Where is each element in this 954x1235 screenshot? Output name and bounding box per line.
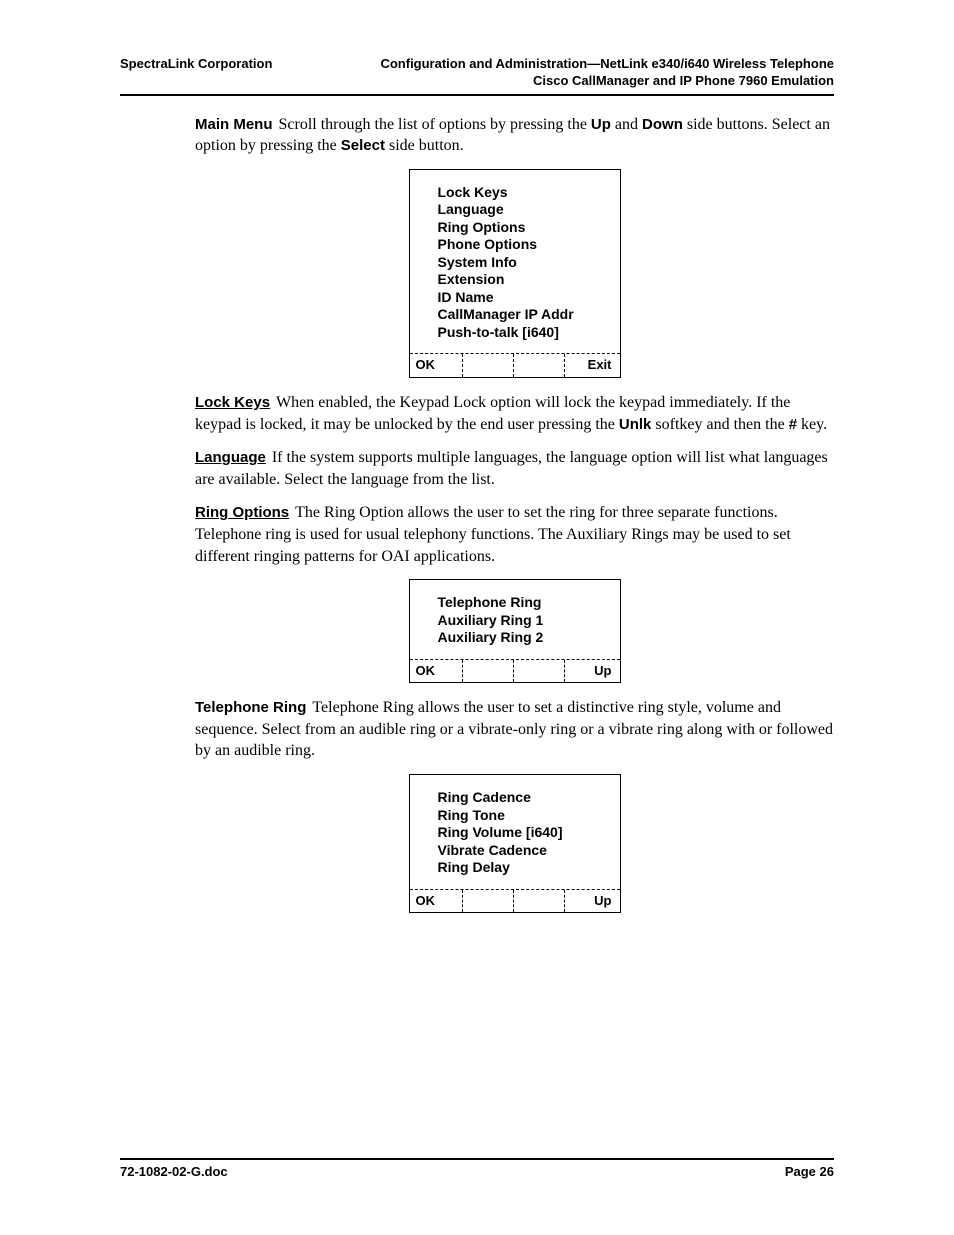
lock-keys-paragraph: Lock KeysWhen enabled, the Keypad Lock o… — [195, 392, 834, 435]
telephone-ring-paragraph: Telephone RingTelephone Ring allows the … — [195, 697, 834, 762]
softkey: OK — [410, 354, 462, 377]
softkey: OK — [410, 890, 462, 913]
header-right: Configuration and Administration—NetLink… — [380, 56, 834, 90]
and-word: and — [611, 116, 642, 133]
language-text: If the system supports multiple language… — [195, 449, 828, 488]
footer-doc: 72-1082-02-G.doc — [120, 1164, 228, 1179]
softkey: Exit — [564, 354, 619, 377]
menu-item: Auxiliary Ring 2 — [438, 629, 610, 647]
lock-keys-text-b: softkey and then the — [651, 416, 788, 433]
softkey: OK — [410, 660, 462, 683]
header-right-line2: Cisco CallManager and IP Phone 7960 Emul… — [380, 73, 834, 90]
menu-item: CallManager IP Addr — [438, 306, 610, 324]
telephone-ring-heading: Telephone Ring — [195, 699, 306, 716]
select-label: Select — [341, 137, 385, 154]
menu-item: Ring Options — [438, 219, 610, 237]
page-footer: 72-1082-02-G.doc Page 26 — [120, 1158, 834, 1179]
softkey — [462, 660, 513, 683]
header-left: SpectraLink Corporation — [120, 56, 272, 90]
menu-item: Ring Volume [i640] — [438, 824, 610, 842]
softkey — [462, 354, 513, 377]
up-label: Up — [591, 116, 611, 133]
softkey: Up — [564, 660, 619, 683]
menu-item: Auxiliary Ring 1 — [438, 612, 610, 630]
lock-keys-text-c: key. — [797, 416, 827, 433]
telephone-ring-menu-box: Ring Cadence Ring Tone Ring Volume [i640… — [409, 774, 621, 913]
menu-item: Lock Keys — [438, 184, 610, 202]
main-menu-items: Lock Keys Language Ring Options Phone Op… — [410, 170, 620, 354]
main-menu-softkeys: OK Exit — [410, 353, 620, 377]
ring-options-heading: Ring Options — [195, 504, 289, 521]
main-menu-paragraph: Main Menu Scroll through the list of opti… — [195, 114, 834, 157]
menu-item: Vibrate Cadence — [438, 842, 610, 860]
ring-options-items: Telephone Ring Auxiliary Ring 1 Auxiliar… — [410, 580, 620, 659]
menu-item: Push-to-talk [i640] — [438, 324, 610, 342]
down-label: Down — [642, 116, 683, 133]
menu-item: System Info — [438, 254, 610, 272]
telephone-ring-softkeys: OK Up — [410, 889, 620, 913]
hash-label: # — [789, 416, 797, 433]
menu-item: Extension — [438, 271, 610, 289]
menu-item: Ring Delay — [438, 859, 610, 877]
header-rule — [120, 94, 834, 96]
menu-item: Telephone Ring — [438, 594, 610, 612]
page-header: SpectraLink Corporation Configuration an… — [120, 56, 834, 90]
lock-keys-heading: Lock Keys — [195, 394, 270, 411]
telephone-ring-items: Ring Cadence Ring Tone Ring Volume [i640… — [410, 775, 620, 889]
page-content: Main Menu Scroll through the list of opti… — [195, 114, 834, 913]
header-right-line1: Configuration and Administration—NetLink… — [380, 56, 834, 73]
softkey — [513, 890, 564, 913]
softkey — [513, 354, 564, 377]
softkey: Up — [564, 890, 619, 913]
ring-options-menu-box: Telephone Ring Auxiliary Ring 1 Auxiliar… — [409, 579, 621, 683]
ring-options-softkeys: OK Up — [410, 659, 620, 683]
menu-item: Ring Cadence — [438, 789, 610, 807]
language-paragraph: LanguageIf the system supports multiple … — [195, 447, 834, 490]
language-heading: Language — [195, 449, 266, 466]
footer-rule — [120, 1158, 834, 1160]
main-menu-heading: Main Menu — [195, 116, 273, 133]
ring-options-paragraph: Ring OptionsThe Ring Option allows the u… — [195, 502, 834, 567]
menu-item: ID Name — [438, 289, 610, 307]
main-menu-text-c: side button. — [385, 137, 464, 154]
unlk-label: Unlk — [619, 416, 652, 433]
main-menu-box: Lock Keys Language Ring Options Phone Op… — [409, 169, 621, 378]
footer-page: Page 26 — [785, 1164, 834, 1179]
softkey — [462, 890, 513, 913]
menu-item: Phone Options — [438, 236, 610, 254]
menu-item: Language — [438, 201, 610, 219]
softkey — [513, 660, 564, 683]
main-menu-text-a: Scroll through the list of options by pr… — [279, 116, 591, 133]
menu-item: Ring Tone — [438, 807, 610, 825]
